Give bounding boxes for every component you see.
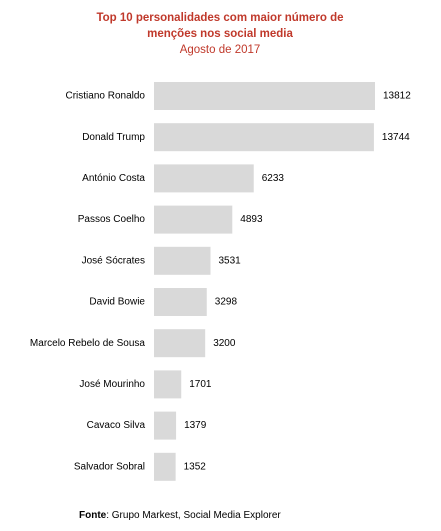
bar (154, 288, 207, 316)
bar (154, 123, 374, 152)
value-label: 6233 (262, 173, 285, 184)
value-label: 3200 (213, 338, 236, 349)
value-label: 1352 (184, 461, 207, 472)
category-label: Passos Coelho (78, 214, 146, 225)
bar (154, 164, 254, 193)
bar (154, 329, 206, 358)
category-label: Salvador Sobral (74, 461, 145, 472)
category-label: Marcelo Rebelo de Sousa (30, 338, 146, 349)
category-label: Cristiano Ronaldo (66, 91, 146, 102)
chart-title: Top 10 personalidades com maior número d… (96, 12, 344, 40)
value-label: 13744 (382, 132, 410, 143)
source: Fonte: Grupo Markest, Social Media Explo… (79, 510, 281, 521)
value-label: 3298 (215, 297, 238, 308)
category-label: António Costa (82, 173, 145, 184)
bar (154, 82, 375, 110)
category-label: David Bowie (89, 297, 145, 308)
bar (154, 370, 182, 399)
value-label: 4893 (240, 214, 263, 225)
category-label: Cavaco Silva (87, 420, 146, 431)
category-label: José Mourinho (79, 379, 145, 390)
bar (154, 246, 211, 275)
source-label: Fonte (79, 510, 107, 521)
value-label: 1701 (189, 379, 212, 390)
chart-subtitle: Agosto de 2017 (179, 44, 261, 56)
bar (154, 205, 233, 234)
source-text: : Grupo Markest, Social Media Explorer (106, 510, 281, 521)
value-label: 3531 (218, 255, 241, 266)
bar (154, 452, 176, 481)
category-label: José Sócrates (82, 255, 145, 266)
bar (154, 411, 177, 440)
category-label: Donald Trump (82, 132, 145, 143)
value-label: 13812 (383, 91, 411, 102)
value-label: 1379 (184, 420, 207, 431)
